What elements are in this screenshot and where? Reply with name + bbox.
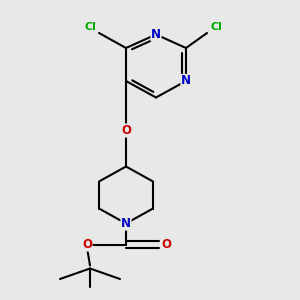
Text: Cl: Cl — [84, 22, 96, 32]
Text: N: N — [151, 28, 161, 41]
Text: N: N — [121, 217, 131, 230]
Text: O: O — [121, 124, 131, 137]
Text: Cl: Cl — [210, 22, 222, 32]
Text: O: O — [161, 238, 172, 251]
Text: N: N — [181, 74, 191, 88]
Text: O: O — [82, 238, 92, 251]
